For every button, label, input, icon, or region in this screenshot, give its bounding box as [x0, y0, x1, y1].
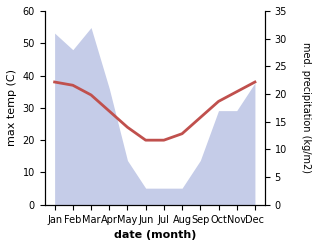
Y-axis label: med. precipitation (kg/m2): med. precipitation (kg/m2) — [301, 42, 311, 173]
Y-axis label: max temp (C): max temp (C) — [7, 69, 17, 146]
X-axis label: date (month): date (month) — [114, 230, 196, 240]
